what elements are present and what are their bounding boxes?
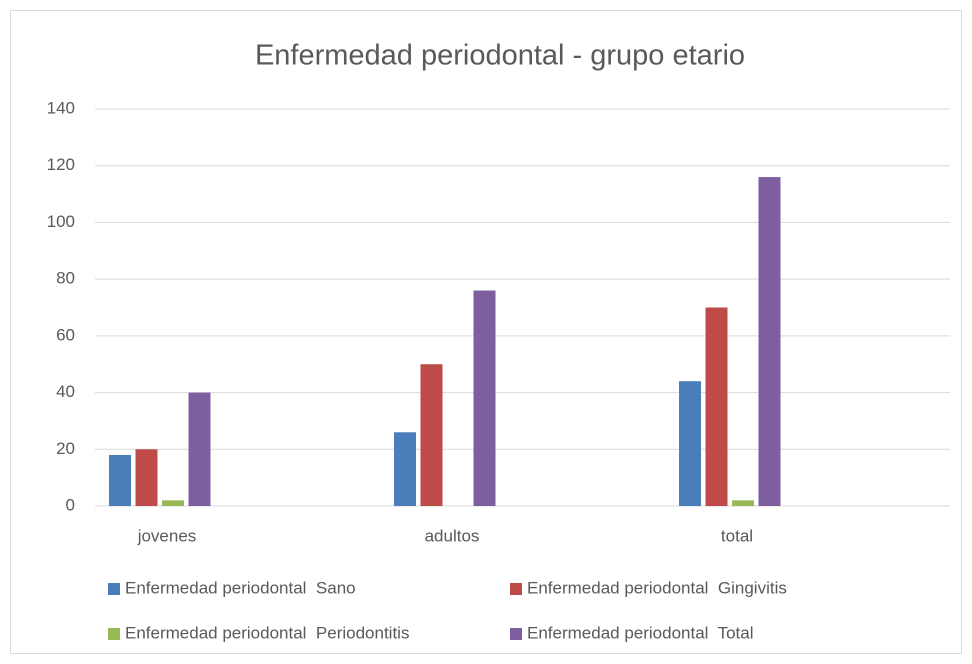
x-tick-label: total <box>721 526 753 545</box>
bar <box>473 290 496 506</box>
bar <box>394 432 416 506</box>
y-tick-label: 100 <box>47 212 75 231</box>
legend-label: Enfermedad periodontal Gingivitis <box>527 578 787 597</box>
bar <box>420 364 443 506</box>
legend-swatch <box>510 583 522 595</box>
x-tick-label: jovenes <box>137 526 197 545</box>
bar <box>162 500 184 506</box>
legend-swatch <box>108 628 120 640</box>
bar <box>109 454 131 506</box>
bar <box>188 392 211 506</box>
legend-swatch <box>108 583 120 595</box>
y-tick-label: 140 <box>47 98 75 117</box>
y-tick-label: 20 <box>56 439 75 458</box>
y-tick-label: 40 <box>56 382 75 401</box>
x-tick-label: adultos <box>425 526 480 545</box>
y-tick-label: 120 <box>47 155 75 174</box>
bar <box>732 500 754 506</box>
legend-label: Enfermedad periodontal Total <box>527 623 754 642</box>
y-tick-label: 0 <box>66 495 75 514</box>
bar <box>679 381 701 506</box>
bar <box>135 449 158 506</box>
legend-label: Enfermedad periodontal Sano <box>125 578 356 597</box>
bar <box>705 307 728 506</box>
chart-title: Enfermedad periodontal - grupo etario <box>255 40 745 72</box>
y-tick-label: 60 <box>56 325 75 344</box>
legend-swatch <box>510 628 522 640</box>
y-tick-label: 80 <box>56 269 75 288</box>
legend-label: Enfermedad periodontal Periodontitis <box>125 623 409 642</box>
bar <box>758 177 781 507</box>
